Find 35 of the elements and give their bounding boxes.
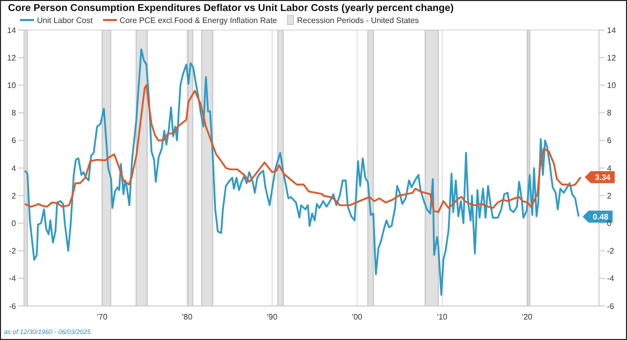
y2-tick-label: -2 — [607, 246, 615, 256]
y-tick-label: 10 — [7, 81, 17, 90]
y2-tick-label: 14 — [607, 26, 616, 35]
y2-tick-label: 8 — [607, 108, 612, 118]
line-series — [24, 84, 582, 214]
y-tick-label: 8 — [12, 108, 17, 118]
y-tick-label: -6 — [8, 302, 17, 311]
legend-label: Unit Labor Cost — [36, 16, 93, 24]
x-tick-label: '20 — [522, 312, 533, 322]
y2-tick-label: 12 — [607, 53, 616, 62]
y2-tick-label: 4 — [607, 164, 612, 173]
y2-tick-label: -6 — [607, 302, 615, 311]
chart-title: Core Person Consumption Expenditures Deflator vs Unit Labor Costs (yearly percent change) — [8, 3, 454, 14]
y-tick-label: 2 — [12, 191, 17, 200]
x-tick-label: '80 — [182, 312, 193, 322]
x-tick-label: '00 — [352, 312, 363, 322]
y2-tick-label: 10 — [607, 81, 616, 90]
y-tick-label: 4 — [12, 164, 17, 173]
y2-tick-label: -4 — [607, 274, 615, 284]
y-tick-label: 12 — [7, 53, 17, 62]
legend-label: Core PCE excl.Food & Energy Inflation Rate — [118, 16, 278, 24]
line-series — [24, 48, 580, 296]
y-tick-label: -2 — [8, 246, 17, 256]
legend-label: Recession Periods - United States — [296, 15, 419, 25]
annotation: 0.48 — [592, 212, 609, 222]
y2-tick-label: 2 — [607, 191, 612, 200]
y-tick-label: 6 — [12, 136, 17, 146]
x-tick-label: '70 — [96, 312, 108, 322]
x-tick-label: '90 — [266, 312, 278, 322]
annotation: 3.34 — [594, 173, 612, 182]
y2-tick-label: 6 — [607, 136, 612, 146]
x-tick-label: '10 — [436, 312, 448, 322]
y-tick-label: -4 — [8, 274, 17, 284]
y-tick-label: 14 — [7, 26, 17, 35]
y-tick-label: 0 — [12, 219, 17, 228]
